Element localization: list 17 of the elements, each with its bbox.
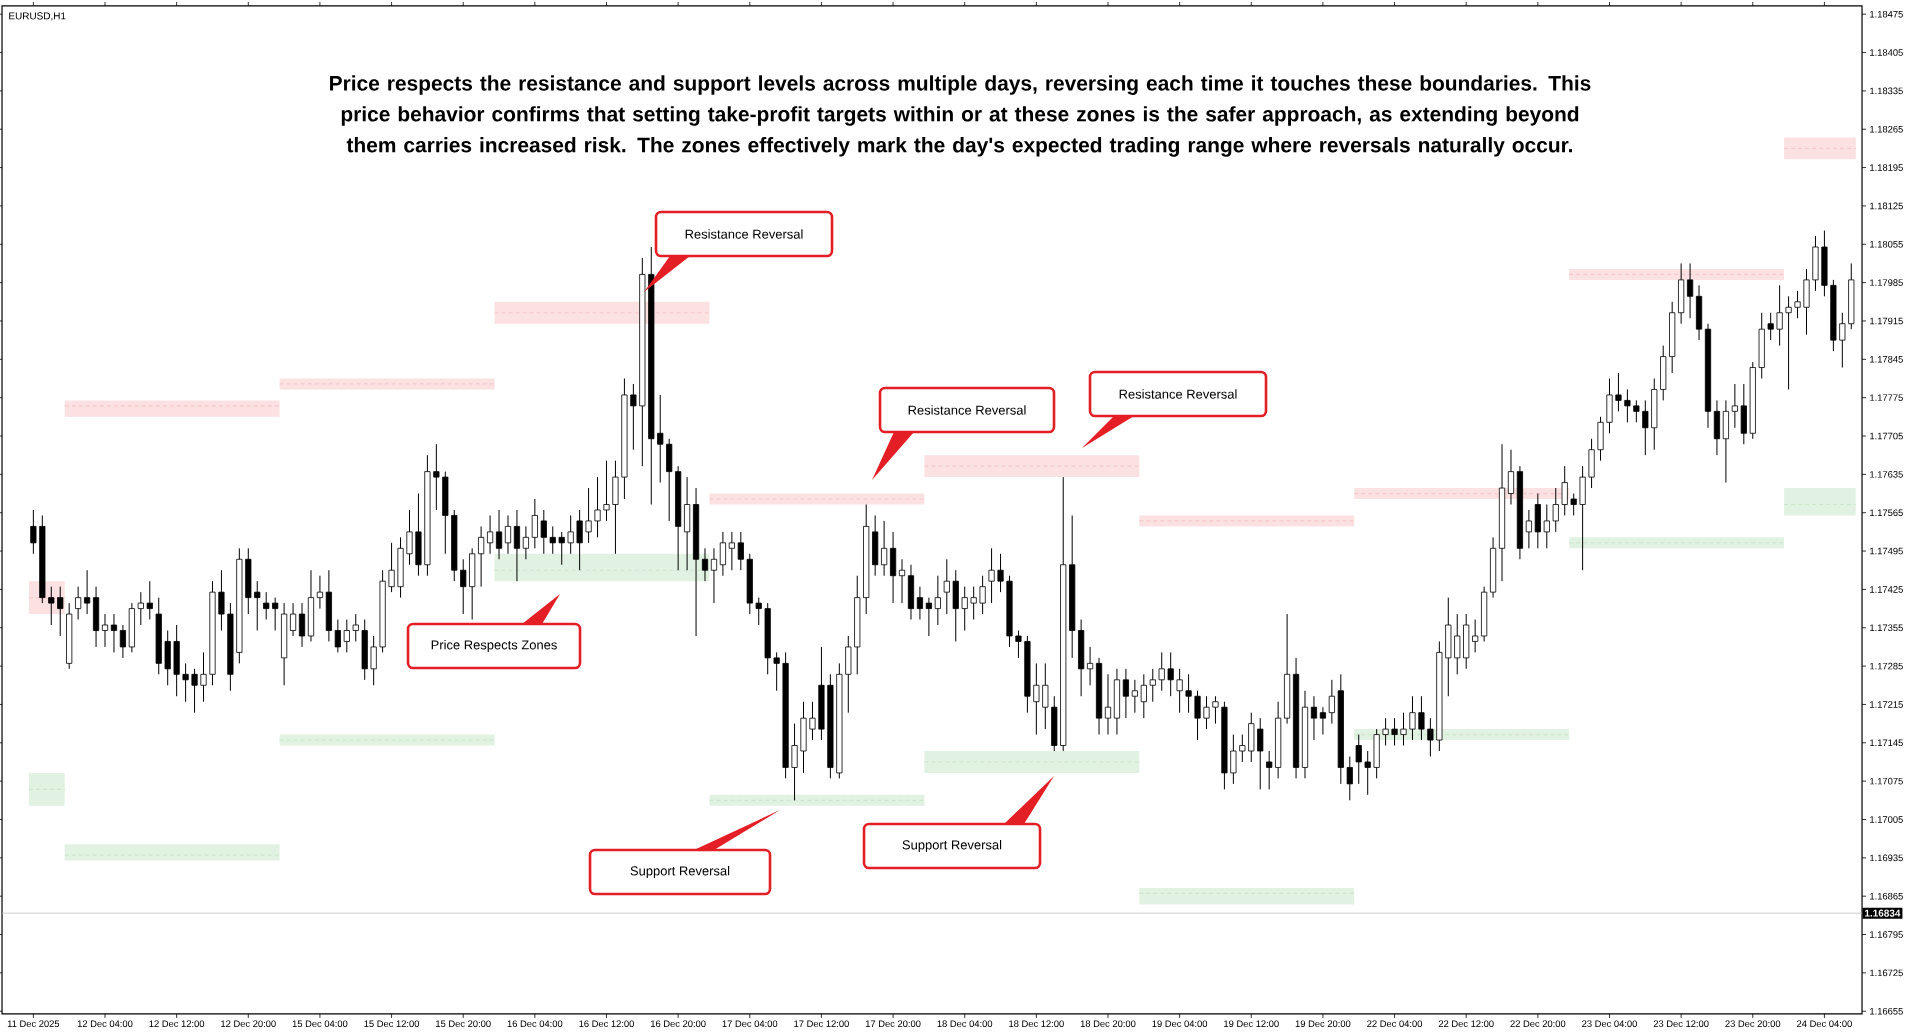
candlestick [307, 569, 315, 642]
text: Price respects the resistance and support levels across multiple days, reversing each time it touches these boundaries. This price behavior confirms that setting take-profit targets within or at these zones is the safer approach, as extending beyond them carries increased risk. The zones effectively mark the day's expected trading range where reversals naturally occur. [330, 75, 1591, 157]
candlestick [934, 575, 941, 626]
candlestick [907, 564, 915, 621]
candlestick [110, 613, 118, 653]
candlestick [504, 514, 512, 555]
candlestick [281, 602, 288, 686]
candlestick [92, 586, 100, 648]
candlestick [889, 531, 897, 604]
candlestick [1113, 668, 1121, 736]
candlestick [75, 586, 82, 621]
candlestick [719, 531, 727, 577]
candlestick [513, 509, 521, 582]
candlestick [298, 602, 306, 648]
candlestick [495, 509, 503, 560]
candlestick [263, 591, 270, 621]
candlestick [710, 547, 718, 604]
